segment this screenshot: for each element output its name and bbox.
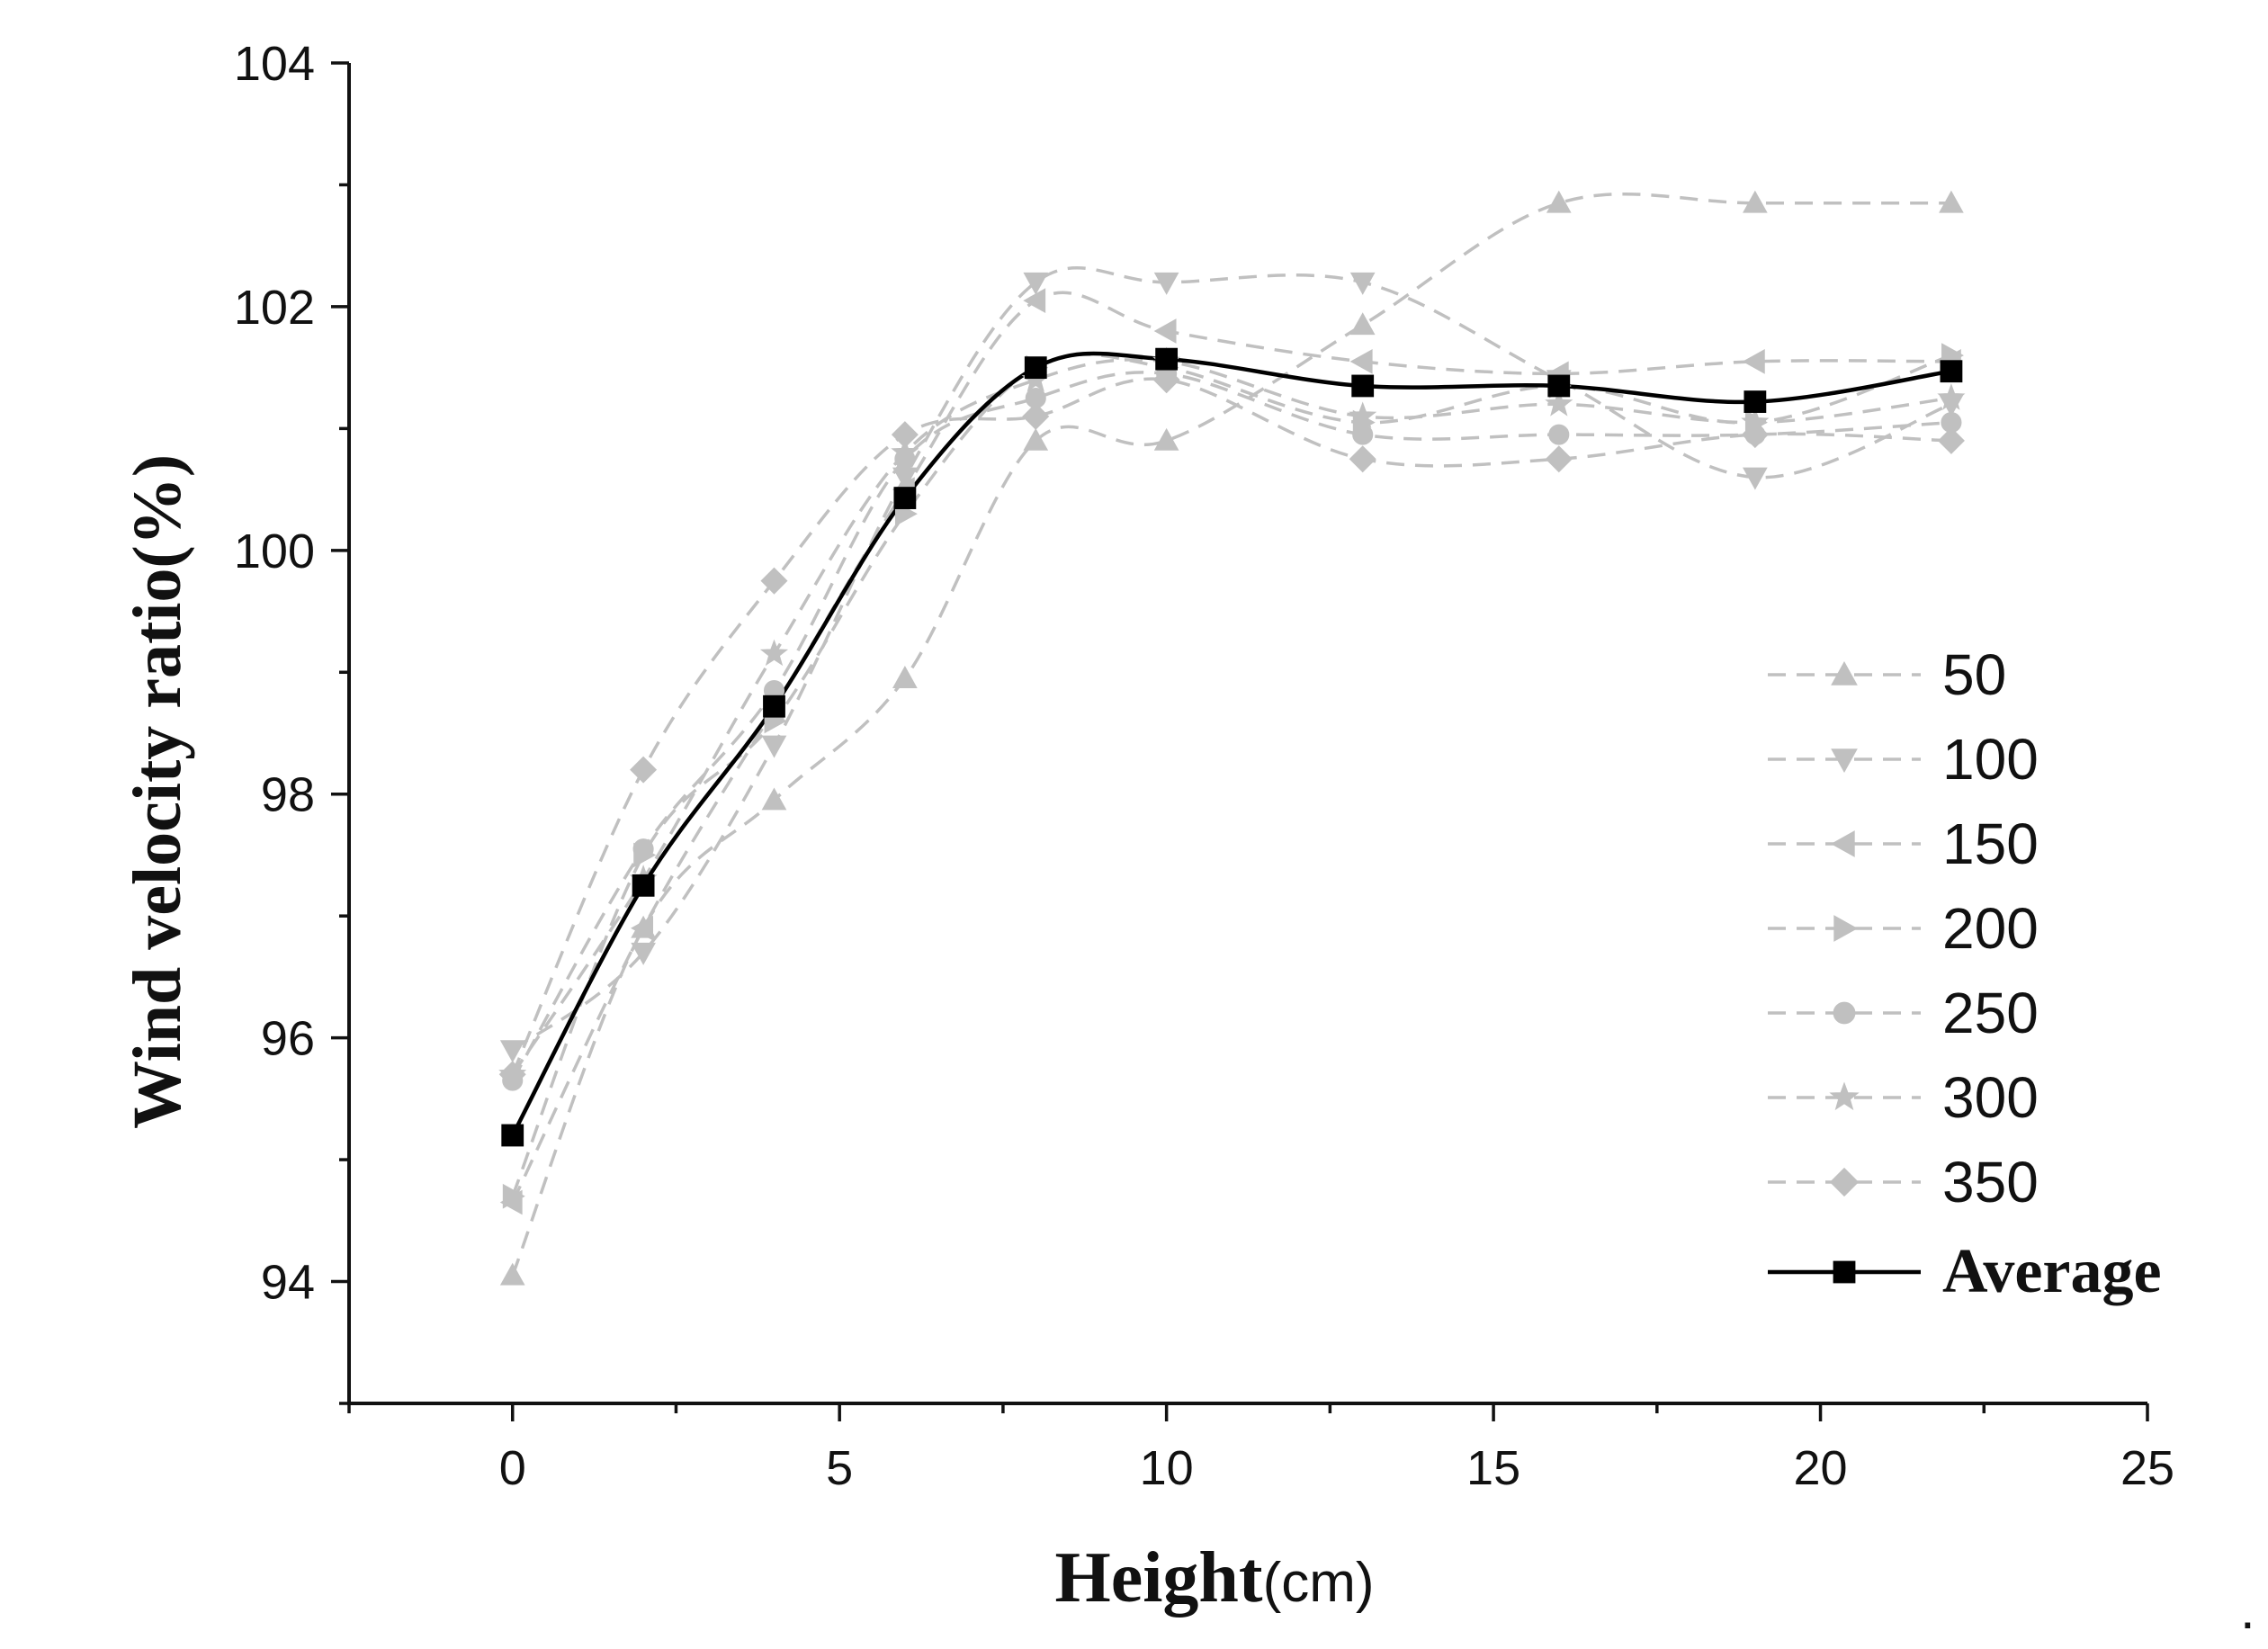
data-point-150 — [1023, 288, 1046, 313]
data-point-100 — [499, 1040, 525, 1063]
legend-label-50: 50 — [1942, 642, 2006, 707]
legend-marker-50 — [1831, 660, 1858, 686]
data-point-50 — [1743, 190, 1768, 213]
data-point-150 — [1742, 349, 1765, 374]
data-point-50 — [892, 666, 918, 688]
series-line-average — [510, 351, 1952, 1137]
x-axis-label-name: Height — [1054, 1538, 1262, 1618]
data-point-350 — [1741, 421, 1769, 449]
data-point-50 — [1153, 427, 1179, 451]
data-point-100 — [631, 942, 656, 965]
series-line-200 — [511, 353, 1952, 1197]
series-line-350 — [511, 377, 1951, 1075]
x-tick-label: 15 — [1466, 1441, 1520, 1495]
data-point-350 — [498, 1061, 526, 1089]
data-point-average — [1351, 374, 1375, 398]
series-line-50 — [511, 193, 1951, 1277]
series-lines — [511, 193, 1952, 1277]
data-point-250 — [632, 838, 654, 860]
legend-label-average: Average — [1942, 1237, 2162, 1306]
x-tick-label: 25 — [2120, 1441, 2174, 1495]
data-point-350 — [1545, 445, 1573, 473]
legend-label-200: 200 — [1942, 896, 2039, 961]
data-point-300 — [891, 438, 919, 465]
data-point-250 — [1352, 424, 1374, 445]
data-point-100 — [1743, 467, 1768, 490]
data-point-50 — [1939, 190, 1964, 213]
legend: 50 100 150 200 250 300 350 Average — [1768, 642, 2162, 1306]
data-point-150 — [1153, 318, 1177, 344]
x-tick-label: 20 — [1794, 1441, 1848, 1495]
data-point-200 — [502, 1183, 525, 1209]
data-point-350 — [760, 567, 788, 595]
data-point-average — [1155, 347, 1179, 371]
data-point-average — [632, 874, 655, 897]
data-point-average — [1744, 390, 1767, 413]
series-markers — [498, 190, 1966, 1286]
legend-marker-350 — [1829, 1167, 1860, 1197]
ticks — [331, 61, 2149, 1421]
legend-label-250: 250 — [1942, 981, 2039, 1045]
data-point-50 — [499, 1262, 525, 1286]
data-point-150 — [1349, 349, 1373, 374]
legend-label-150: 150 — [1942, 811, 2039, 876]
x-axis-label-unit: (cm) — [1263, 1552, 1375, 1614]
axes — [347, 63, 2147, 1405]
legend-marker-200 — [1833, 915, 1859, 942]
legend-marker-100 — [1831, 748, 1858, 774]
legend-marker-300 — [1829, 1081, 1860, 1111]
data-point-100 — [1349, 272, 1376, 295]
tick-labels: 0 5 10 15 20 25 94 96 98 100 102 104 — [234, 37, 2174, 1495]
data-point-300 — [1545, 389, 1573, 417]
legend-marker-150 — [1830, 830, 1855, 857]
data-point-350 — [1152, 366, 1180, 394]
data-point-150 — [631, 915, 654, 941]
y-tick-label: 100 — [234, 524, 315, 578]
series-line-250 — [511, 371, 1952, 1081]
data-point-300 — [759, 639, 789, 667]
data-point-average — [1547, 374, 1571, 398]
data-point-average — [763, 695, 785, 718]
y-tick-label: 94 — [261, 1256, 315, 1310]
legend-marker-250 — [1833, 1001, 1856, 1025]
y-tick-label: 96 — [261, 1012, 315, 1066]
data-point-350 — [630, 756, 658, 784]
data-point-100 — [761, 735, 787, 758]
data-point-average — [501, 1124, 524, 1147]
data-point-average — [1024, 356, 1047, 380]
series-line-150 — [511, 291, 1951, 1204]
data-point-350 — [1349, 445, 1376, 473]
data-point-350 — [1022, 402, 1050, 430]
data-point-50 — [1546, 190, 1572, 213]
x-axis-label: Height(cm) — [1054, 1538, 1374, 1618]
data-point-50 — [761, 787, 787, 811]
trailing-mark: . — [2240, 1580, 2255, 1640]
data-point-50 — [1023, 427, 1049, 451]
x-tick-label: 0 — [499, 1441, 526, 1495]
data-point-average — [1940, 360, 1963, 383]
legend-label-100: 100 — [1942, 727, 2039, 792]
y-axis-label: Wind velocity ratio(%) — [120, 454, 195, 1129]
legend-label-350: 350 — [1942, 1150, 2039, 1214]
data-point-250 — [1548, 424, 1570, 445]
x-tick-label: 5 — [826, 1441, 853, 1495]
legend-label-300: 300 — [1942, 1065, 2039, 1130]
data-point-300 — [1937, 383, 1966, 410]
data-point-average — [893, 487, 917, 509]
data-point-50 — [1349, 312, 1376, 336]
y-tick-label: 104 — [234, 37, 315, 91]
y-tick-label: 98 — [261, 768, 315, 822]
data-point-100 — [1153, 272, 1179, 295]
data-point-300 — [1349, 401, 1377, 429]
data-point-350 — [891, 421, 919, 449]
series-line-300 — [511, 358, 1952, 1076]
data-point-100 — [1023, 272, 1049, 295]
x-tick-label: 10 — [1140, 1441, 1194, 1495]
legend-marker-average — [1833, 1260, 1856, 1284]
data-point-350 — [1937, 426, 1965, 454]
y-tick-label: 102 — [234, 281, 315, 335]
series-line-100 — [511, 266, 1952, 1052]
